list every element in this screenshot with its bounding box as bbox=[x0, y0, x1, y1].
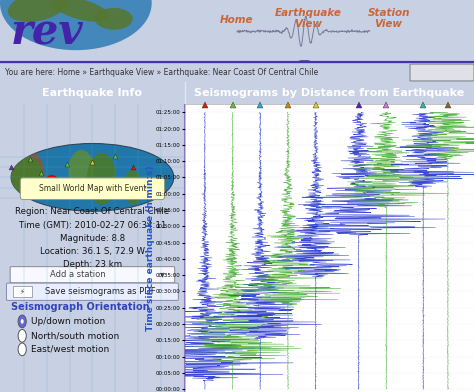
FancyBboxPatch shape bbox=[13, 286, 32, 298]
Text: East/west motion: East/west motion bbox=[31, 345, 109, 354]
Ellipse shape bbox=[9, 157, 43, 195]
Text: Seismograms by Distance from Earthquake: Seismograms by Distance from Earthquake bbox=[194, 88, 465, 98]
Circle shape bbox=[18, 330, 26, 342]
Text: Home: Home bbox=[220, 15, 254, 25]
FancyBboxPatch shape bbox=[10, 267, 175, 283]
Text: Up/down motion: Up/down motion bbox=[31, 317, 106, 326]
Ellipse shape bbox=[11, 143, 174, 211]
Text: North/south motion: North/south motion bbox=[31, 331, 119, 340]
Polygon shape bbox=[299, 60, 310, 63]
Text: You are here: Home » Earthquake View » Earthquake: Near Coast Of Central Chile: You are here: Home » Earthquake View » E… bbox=[5, 68, 318, 77]
Ellipse shape bbox=[68, 150, 94, 191]
FancyBboxPatch shape bbox=[410, 64, 474, 81]
Text: Depth: 23 km: Depth: 23 km bbox=[63, 260, 122, 269]
Circle shape bbox=[21, 319, 24, 324]
Text: ▾: ▾ bbox=[160, 269, 165, 279]
Circle shape bbox=[18, 343, 26, 356]
Text: ⚡: ⚡ bbox=[20, 289, 25, 295]
FancyBboxPatch shape bbox=[7, 283, 178, 300]
Text: Time (GMT): 2010-02-27 06:34:11: Time (GMT): 2010-02-27 06:34:11 bbox=[19, 221, 166, 230]
Text: Region: Near Coast Of Central Chile: Region: Near Coast Of Central Chile bbox=[15, 207, 170, 216]
Text: rev: rev bbox=[11, 12, 83, 54]
Text: Help ►: Help ► bbox=[426, 68, 459, 76]
Text: Save seismograms as PDF: Save seismograms as PDF bbox=[45, 287, 155, 296]
Ellipse shape bbox=[95, 8, 133, 30]
Text: Seismograph Orientation: Seismograph Orientation bbox=[11, 302, 150, 312]
Text: Magnitude: 8.8: Magnitude: 8.8 bbox=[60, 234, 125, 243]
Text: Station
View: Station View bbox=[367, 8, 410, 29]
Ellipse shape bbox=[8, 0, 68, 22]
Text: Add a station: Add a station bbox=[50, 270, 105, 279]
Text: Small World Map with Event: Small World Map with Event bbox=[39, 184, 146, 193]
Text: Earthquake Info: Earthquake Info bbox=[43, 88, 142, 98]
Ellipse shape bbox=[52, 0, 109, 22]
Y-axis label: Time since earthquake (h:min:s): Time since earthquake (h:min:s) bbox=[146, 165, 155, 331]
Circle shape bbox=[18, 315, 26, 328]
Ellipse shape bbox=[87, 153, 117, 205]
Text: Location: 36.1 S, 72.9 W: Location: 36.1 S, 72.9 W bbox=[40, 247, 145, 256]
FancyBboxPatch shape bbox=[20, 178, 164, 200]
Ellipse shape bbox=[0, 0, 152, 50]
Ellipse shape bbox=[124, 170, 142, 205]
Ellipse shape bbox=[8, 149, 45, 198]
Text: Earthquake
View: Earthquake View bbox=[274, 8, 342, 29]
